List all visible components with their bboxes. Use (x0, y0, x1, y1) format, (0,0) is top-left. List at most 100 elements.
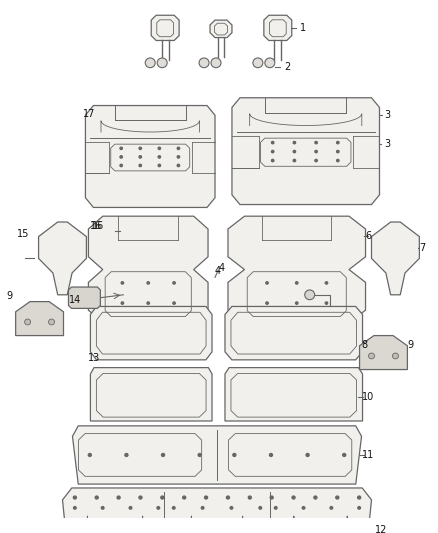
Polygon shape (210, 20, 232, 38)
Circle shape (125, 454, 128, 456)
Circle shape (358, 506, 360, 509)
Circle shape (337, 159, 339, 161)
Circle shape (161, 496, 164, 499)
Polygon shape (85, 106, 215, 207)
Polygon shape (232, 98, 379, 205)
Polygon shape (225, 306, 363, 360)
Circle shape (392, 353, 399, 359)
Circle shape (325, 302, 328, 304)
Circle shape (272, 141, 274, 144)
Text: 3: 3 (385, 139, 391, 149)
Text: 15: 15 (17, 229, 29, 239)
Polygon shape (225, 368, 363, 421)
Circle shape (325, 282, 328, 284)
Text: 8: 8 (361, 340, 367, 350)
Polygon shape (90, 306, 212, 360)
Circle shape (337, 150, 339, 153)
Polygon shape (72, 426, 361, 484)
Circle shape (139, 147, 141, 149)
Circle shape (74, 506, 76, 509)
Text: 9: 9 (407, 340, 413, 350)
Text: 4: 4 (219, 263, 225, 273)
Circle shape (173, 506, 175, 509)
Circle shape (233, 454, 236, 456)
Circle shape (49, 319, 54, 325)
Circle shape (73, 496, 76, 499)
Circle shape (337, 141, 339, 144)
Text: 17: 17 (83, 109, 96, 119)
Circle shape (157, 506, 159, 509)
Circle shape (292, 496, 295, 499)
Circle shape (173, 282, 175, 284)
Circle shape (139, 164, 141, 167)
Polygon shape (371, 222, 419, 295)
Circle shape (157, 58, 167, 68)
Circle shape (147, 302, 149, 304)
Circle shape (173, 302, 175, 304)
Text: 16: 16 (90, 221, 102, 231)
Circle shape (343, 454, 346, 456)
Circle shape (101, 506, 104, 509)
Polygon shape (68, 287, 100, 309)
Text: 3: 3 (385, 110, 391, 120)
Circle shape (305, 290, 314, 300)
Circle shape (120, 164, 122, 167)
Circle shape (293, 141, 296, 144)
Circle shape (336, 496, 339, 499)
Circle shape (201, 506, 204, 509)
Polygon shape (90, 368, 212, 421)
Circle shape (158, 164, 161, 167)
Polygon shape (264, 15, 292, 41)
Polygon shape (16, 302, 64, 336)
Text: 2: 2 (284, 62, 290, 72)
Circle shape (296, 302, 298, 304)
Text: 6: 6 (366, 231, 372, 240)
Circle shape (205, 496, 208, 499)
Text: 11: 11 (361, 450, 374, 460)
Circle shape (120, 156, 122, 158)
Circle shape (183, 496, 186, 499)
Circle shape (269, 454, 272, 456)
Circle shape (266, 302, 268, 304)
Text: 14: 14 (68, 295, 81, 305)
Text: 12: 12 (374, 524, 387, 533)
Circle shape (253, 58, 263, 68)
Polygon shape (228, 216, 366, 323)
Polygon shape (63, 488, 371, 533)
Circle shape (199, 58, 209, 68)
Text: 4: 4 (215, 265, 221, 276)
Polygon shape (360, 336, 407, 369)
Circle shape (270, 496, 273, 499)
Circle shape (88, 454, 91, 456)
Circle shape (296, 282, 298, 284)
Circle shape (272, 150, 274, 153)
Circle shape (266, 282, 268, 284)
Text: 13: 13 (88, 353, 101, 363)
Circle shape (368, 353, 374, 359)
Circle shape (315, 141, 317, 144)
Circle shape (177, 147, 180, 149)
Circle shape (315, 150, 317, 153)
Circle shape (315, 159, 317, 161)
Circle shape (293, 150, 296, 153)
Polygon shape (39, 222, 86, 295)
Circle shape (120, 147, 122, 149)
Text: 7: 7 (419, 243, 426, 253)
Circle shape (230, 506, 233, 509)
Circle shape (272, 159, 274, 161)
Circle shape (293, 159, 296, 161)
Circle shape (139, 156, 141, 158)
Circle shape (158, 156, 161, 158)
Text: 10: 10 (361, 392, 374, 402)
Text: 1: 1 (300, 23, 306, 33)
Polygon shape (88, 216, 208, 323)
Text: 9: 9 (7, 291, 13, 301)
Circle shape (139, 496, 142, 499)
Circle shape (95, 496, 98, 499)
Circle shape (162, 454, 165, 456)
Circle shape (265, 58, 275, 68)
Circle shape (275, 506, 277, 509)
Circle shape (129, 506, 132, 509)
Circle shape (226, 496, 230, 499)
Circle shape (25, 319, 31, 325)
